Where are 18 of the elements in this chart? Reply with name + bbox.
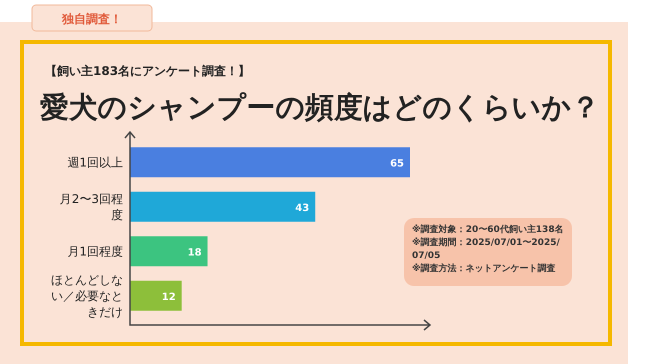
chart-title: 愛犬のシャンプーの頻度はどのくらいか？ xyxy=(40,90,604,124)
y-tick-label: ほとんどしない／必要なときだけ xyxy=(51,272,123,319)
data-label: 43 xyxy=(295,202,310,214)
text: ※調査対象：20〜60代飼い主138名 xyxy=(412,224,564,235)
bar xyxy=(130,236,208,266)
data-label: 65 xyxy=(390,158,404,170)
bar xyxy=(130,147,410,178)
bar xyxy=(130,280,182,311)
data-label: 12 xyxy=(162,292,176,303)
text: ※調査期間：2025/07/01〜2025/07/05 xyxy=(412,237,560,261)
y-tick-label: 月2〜3回程度 xyxy=(60,192,123,222)
data-label: 18 xyxy=(188,247,202,258)
chart-subtitle: 【飼い主183名にアンケート調査！】 xyxy=(45,64,250,78)
bar xyxy=(130,192,316,222)
text: 独自調査！ xyxy=(61,12,122,26)
y-tick-label: 週1回以上 xyxy=(67,155,123,170)
y-tick-label: 月1回程度 xyxy=(67,244,123,258)
text: ※調査方法：ネットアンケート調査 xyxy=(412,263,556,274)
